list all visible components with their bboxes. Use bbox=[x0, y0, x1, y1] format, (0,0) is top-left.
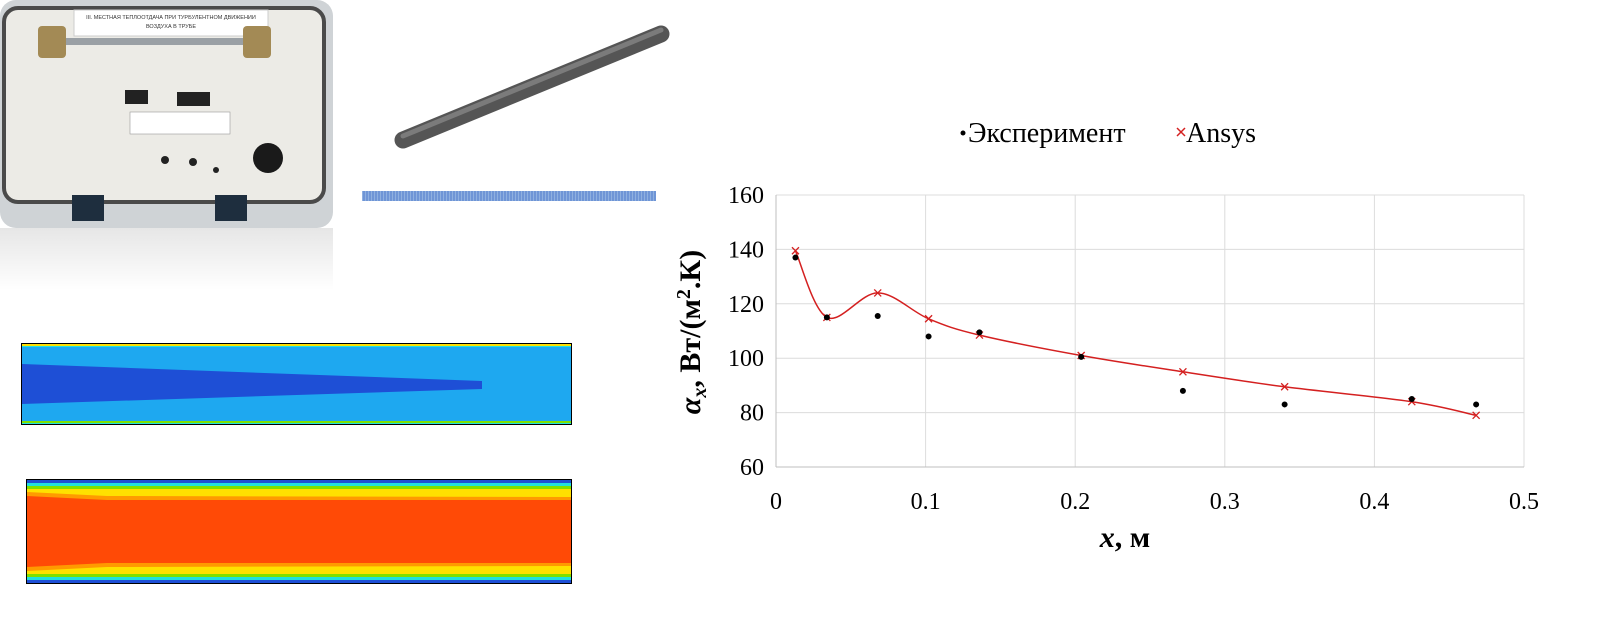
legend-ansys-label: Ansys bbox=[1186, 118, 1256, 149]
ansys-markers bbox=[791, 246, 1481, 420]
x-axis-title: x, м bbox=[1099, 521, 1150, 554]
x-tick-label: 0.2 bbox=[1060, 489, 1090, 515]
y-axis-unit-post: .К) bbox=[674, 250, 707, 289]
x-tick-label: 0 bbox=[770, 489, 782, 515]
y-axis-var: α bbox=[674, 397, 707, 414]
legend-experiment-marker bbox=[960, 130, 966, 136]
legend: Эксперимент Ansys bbox=[960, 118, 1256, 149]
experiment-point bbox=[1078, 353, 1085, 360]
y-tick-label: 160 bbox=[728, 183, 764, 209]
experiment-point bbox=[1408, 396, 1415, 402]
photo-caption-line2: ВОЗДУХА В ТРУБЕ bbox=[146, 24, 196, 30]
ansys-point bbox=[873, 288, 882, 297]
switch-2 bbox=[189, 158, 197, 166]
y-tick-label: 100 bbox=[728, 346, 764, 372]
y-axis-unit-sup: 2 bbox=[673, 289, 695, 299]
gridlines bbox=[776, 194, 1525, 467]
axes bbox=[775, 195, 1524, 468]
experiment-point bbox=[1179, 387, 1186, 394]
y-tick-label: 60 bbox=[740, 455, 764, 481]
x-axis-unit: , м bbox=[1115, 521, 1150, 554]
pipe-mesh bbox=[362, 191, 656, 201]
experiment-point bbox=[823, 314, 830, 321]
data-table bbox=[129, 111, 231, 135]
legend-experiment-label: Эксперимент bbox=[968, 118, 1126, 149]
lab-stand-photo: ІІІ. МЕСТНАЯ ТЕПЛООТДАЧА ПРИ ТУРБУЛЕНТНО… bbox=[0, 0, 333, 290]
dial-knob bbox=[253, 143, 283, 173]
experiment-point bbox=[792, 254, 799, 261]
indicator-2 bbox=[177, 92, 210, 106]
y-tick-labels: 60 80 100 120 140 160 bbox=[728, 183, 764, 481]
x-tick-label: 0.5 bbox=[1509, 489, 1539, 515]
photo-caption-line1: ІІІ. МЕСТНАЯ ТЕПЛООТДАЧА ПРИ ТУРБУЛЕНТНО… bbox=[86, 15, 256, 21]
ansys-point bbox=[791, 246, 800, 255]
experiment-point bbox=[925, 333, 932, 340]
right-flange bbox=[243, 26, 271, 58]
support-right bbox=[215, 195, 247, 221]
y-tick-label: 80 bbox=[740, 401, 764, 427]
x-tick-label: 0.4 bbox=[1359, 489, 1389, 515]
ansys-point bbox=[1472, 411, 1481, 420]
switch-1 bbox=[161, 156, 169, 164]
x-tick-label: 0.3 bbox=[1210, 489, 1240, 515]
y-tick-label: 140 bbox=[728, 237, 764, 263]
y-axis-title: αx, Вт/(м2.К) bbox=[673, 250, 711, 414]
ansys-point bbox=[1178, 367, 1187, 376]
experiment-markers bbox=[792, 254, 1480, 408]
x-axis-var: x bbox=[1099, 521, 1115, 554]
x-tick-label: 0.1 bbox=[911, 489, 941, 515]
velocity-contour bbox=[21, 343, 572, 425]
temperature-contour bbox=[26, 479, 572, 584]
experiment-point bbox=[976, 329, 983, 336]
x-tick-labels: 0 0.1 0.2 0.3 0.4 0.5 bbox=[770, 489, 1539, 515]
y-axis-unit-pre: , Вт/(м bbox=[674, 299, 707, 388]
pipe-3d-model bbox=[394, 25, 670, 149]
support-left bbox=[72, 195, 104, 221]
left-flange bbox=[38, 26, 66, 58]
switch-3 bbox=[213, 167, 219, 173]
ansys-point bbox=[1280, 382, 1289, 391]
ansys-point bbox=[924, 314, 933, 323]
indicator-1 bbox=[125, 90, 148, 104]
legend-ansys-marker bbox=[1176, 127, 1186, 137]
tube bbox=[60, 38, 270, 45]
y-axis-sub: x bbox=[689, 388, 711, 399]
y-tick-label: 120 bbox=[728, 292, 764, 318]
ansys-curve bbox=[794, 250, 1477, 417]
experiment-point bbox=[874, 313, 881, 320]
experiment-point bbox=[1473, 401, 1480, 408]
experiment-point bbox=[1281, 401, 1288, 408]
